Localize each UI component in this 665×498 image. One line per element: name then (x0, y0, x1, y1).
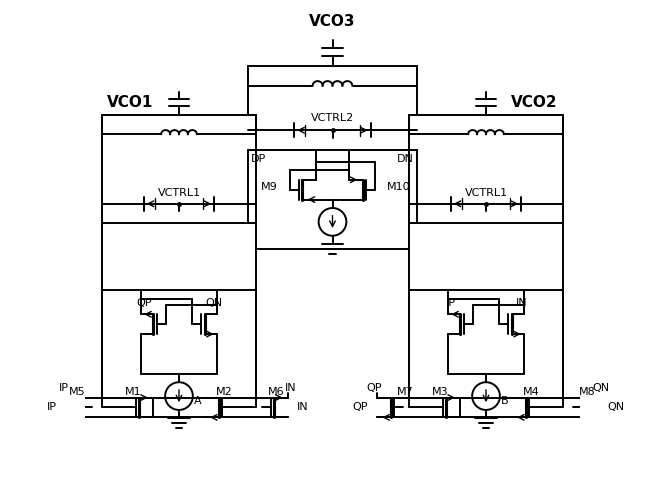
Text: VCO2: VCO2 (511, 96, 558, 111)
Text: M4: M4 (523, 386, 540, 396)
Text: QN: QN (608, 402, 625, 412)
Text: DP: DP (251, 154, 266, 164)
Text: M10: M10 (387, 182, 410, 192)
Bar (102, 116, 256, 397)
Bar (248, 66, 417, 249)
Text: M1: M1 (125, 386, 142, 396)
Text: A: A (194, 396, 201, 406)
Text: M8: M8 (579, 386, 596, 396)
Text: M5: M5 (69, 386, 86, 396)
Text: M3: M3 (432, 386, 449, 396)
Text: QN: QN (593, 382, 610, 392)
Text: DN: DN (397, 154, 414, 164)
Text: VCTRL1: VCTRL1 (158, 188, 201, 198)
Text: M6: M6 (268, 386, 285, 396)
Text: QP: QP (136, 298, 152, 308)
Text: QP: QP (367, 382, 382, 392)
Text: M7: M7 (397, 386, 414, 396)
Text: VCO3: VCO3 (309, 14, 356, 29)
Text: QN: QN (205, 298, 223, 308)
Text: M9: M9 (261, 182, 278, 192)
Text: QP: QP (352, 402, 368, 412)
Text: B: B (501, 396, 509, 406)
Text: VCTRL1: VCTRL1 (464, 188, 507, 198)
Text: IP: IP (446, 298, 456, 308)
Text: IP: IP (59, 382, 68, 392)
Text: VCO1: VCO1 (107, 96, 154, 111)
Text: IN: IN (285, 382, 296, 392)
Text: IN: IN (515, 298, 527, 308)
Text: VCTRL2: VCTRL2 (311, 113, 354, 123)
Text: IP: IP (47, 402, 57, 412)
Bar (409, 116, 563, 397)
Text: M2: M2 (216, 386, 233, 396)
Text: IN: IN (297, 402, 309, 412)
